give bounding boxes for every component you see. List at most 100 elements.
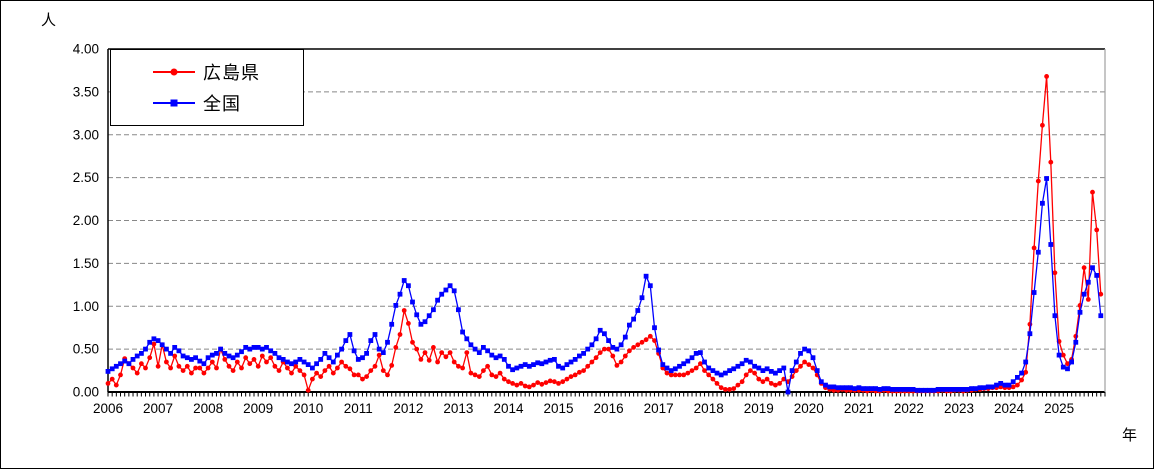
data-point	[622, 334, 628, 340]
data-point	[322, 351, 328, 356]
data-point	[493, 355, 499, 361]
data-point	[714, 381, 720, 386]
data-point	[468, 342, 474, 348]
data-point	[602, 346, 607, 352]
data-point	[1019, 377, 1024, 383]
data-point	[330, 370, 336, 376]
data-point	[793, 359, 799, 365]
data-point	[560, 365, 566, 371]
data-point	[497, 353, 503, 359]
data-point	[355, 372, 361, 378]
data-point	[1077, 309, 1083, 315]
data-point	[472, 372, 478, 378]
data-point	[447, 283, 453, 289]
data-point	[935, 387, 941, 392]
data-point	[756, 365, 762, 371]
data-point	[735, 363, 741, 369]
data-point	[355, 357, 361, 362]
data-point	[1081, 291, 1087, 297]
data-point	[877, 387, 883, 392]
data-point	[752, 370, 757, 376]
data-point	[172, 353, 178, 359]
data-point	[589, 342, 595, 348]
y-axis-unit-label: 人	[41, 12, 57, 29]
x-tick-label: 2025	[1044, 401, 1074, 416]
data-point	[656, 347, 661, 353]
data-point	[1015, 382, 1020, 388]
data-point	[768, 381, 774, 386]
data-point	[526, 384, 532, 390]
data-point	[593, 355, 599, 361]
data-point	[364, 374, 369, 379]
x-tick-label: 2006	[93, 401, 123, 416]
data-point	[1056, 352, 1062, 358]
data-point	[431, 307, 436, 313]
data-point	[209, 359, 215, 365]
data-point	[310, 365, 315, 371]
data-point	[1073, 339, 1079, 345]
data-point	[506, 379, 511, 385]
data-point	[184, 355, 190, 361]
data-point	[810, 355, 816, 361]
data-point	[652, 338, 657, 343]
data-point	[777, 381, 782, 386]
data-point	[852, 386, 858, 391]
x-tick-label: 2014	[493, 401, 524, 416]
data-point	[1010, 379, 1016, 385]
x-tick-label: 2020	[794, 401, 824, 416]
x-tick-label: 2022	[894, 401, 924, 416]
data-point	[572, 357, 578, 362]
data-point	[981, 385, 987, 391]
data-point	[618, 359, 624, 365]
data-point	[631, 345, 636, 350]
data-point	[234, 352, 240, 358]
series-line-zenkoku	[107, 178, 1102, 393]
data-point	[272, 351, 278, 356]
data-point	[927, 387, 933, 393]
data-point	[164, 346, 169, 352]
data-point	[285, 365, 290, 371]
data-point	[698, 350, 703, 355]
data-point	[806, 348, 812, 354]
data-point	[489, 372, 495, 378]
legend-line-sample	[153, 99, 195, 108]
data-point	[639, 295, 645, 301]
data-point	[606, 338, 611, 343]
data-point	[401, 308, 407, 313]
data-point	[885, 386, 891, 391]
data-point	[218, 346, 223, 352]
data-point	[147, 355, 153, 361]
data-point	[1094, 227, 1100, 233]
data-point	[672, 372, 678, 378]
data-point	[1006, 382, 1012, 388]
square-marker-icon	[170, 99, 178, 107]
data-point	[205, 365, 211, 371]
data-point	[614, 346, 620, 352]
data-point	[368, 338, 374, 343]
data-point	[556, 363, 561, 369]
data-point	[251, 357, 257, 362]
data-point	[906, 387, 912, 392]
data-point	[848, 385, 853, 391]
data-point	[802, 346, 807, 352]
data-point	[239, 349, 244, 355]
data-point	[289, 370, 294, 376]
data-point	[464, 350, 470, 355]
data-point	[168, 365, 174, 371]
data-point	[485, 348, 490, 354]
data-point	[706, 365, 712, 371]
y-tick-label: 1.00	[73, 299, 99, 314]
data-point	[802, 359, 807, 365]
data-point	[472, 346, 478, 352]
data-point	[360, 355, 365, 361]
data-point	[564, 362, 570, 367]
data-point	[280, 357, 286, 362]
data-point	[597, 327, 603, 333]
data-point	[727, 387, 732, 392]
data-point	[1069, 359, 1074, 365]
data-point	[259, 346, 265, 352]
data-point	[793, 368, 799, 373]
data-point	[126, 361, 132, 367]
data-point	[635, 308, 641, 313]
data-point	[401, 278, 407, 283]
